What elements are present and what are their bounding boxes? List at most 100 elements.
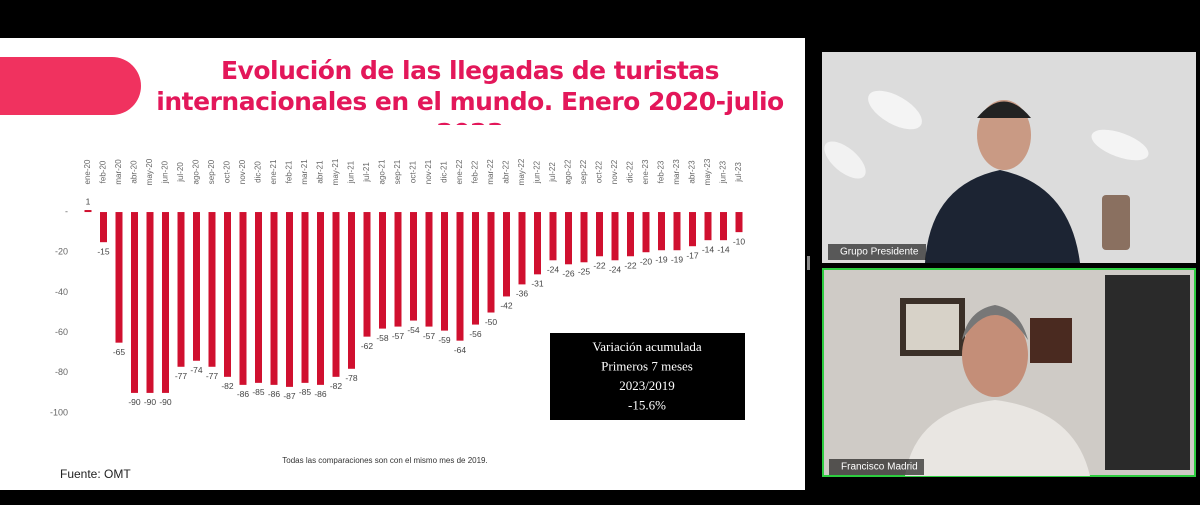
x-tick-label: ene-23 (641, 159, 650, 184)
bar (348, 212, 355, 369)
bar (627, 212, 634, 257)
bar (286, 212, 293, 387)
data-label: -74 (190, 365, 203, 375)
bar (84, 210, 92, 213)
bar (689, 212, 696, 247)
x-tick-label: mar-22 (486, 159, 495, 185)
bar (224, 212, 231, 377)
bar (642, 212, 650, 253)
data-label: -17 (686, 250, 699, 260)
divider-handle (807, 256, 810, 270)
data-label: -57 (423, 331, 436, 341)
data-label: -15 (97, 246, 110, 256)
x-tick-label: dic-22 (626, 161, 635, 183)
data-label: -36 (516, 289, 529, 299)
bar (193, 212, 200, 361)
x-tick-label: ene-21 (269, 159, 278, 184)
data-label: -62 (361, 341, 374, 351)
x-tick-label: jul-21 (362, 162, 371, 183)
x-tick-label: feb-21 (285, 160, 294, 183)
bar (658, 212, 665, 251)
x-tick-label: feb-20 (99, 160, 108, 183)
data-label: 1 (86, 196, 91, 206)
participant-name: Grupo Presidente (840, 247, 919, 258)
data-label: -19 (671, 254, 684, 264)
x-tick-label: sep-20 (207, 159, 216, 184)
data-label: -58 (376, 333, 389, 343)
x-tick-label: ago-20 (192, 159, 201, 184)
bar (363, 212, 371, 337)
data-label: -90 (128, 397, 141, 407)
x-tick-label: mar-20 (114, 159, 123, 185)
x-tick-label: ago-22 (564, 159, 573, 184)
data-label: -90 (159, 397, 172, 407)
x-tick-label: jun-22 (533, 160, 542, 184)
data-label: -10 (733, 236, 746, 246)
bar (518, 212, 526, 285)
annotation-line: -15.6% (628, 397, 666, 412)
bar (425, 212, 433, 327)
bar (317, 212, 324, 385)
data-label: -54 (407, 325, 420, 335)
bar (487, 212, 495, 313)
x-tick-label: sep-21 (393, 159, 402, 184)
data-label: -65 (113, 347, 126, 357)
bar (255, 212, 262, 383)
bar (534, 212, 541, 275)
x-tick-label: jun-20 (161, 160, 170, 184)
x-tick-label: ene-20 (83, 159, 92, 184)
data-label: -24 (547, 265, 560, 275)
bar (720, 212, 727, 241)
x-tick-label: dic-21 (440, 161, 449, 183)
x-tick-label: oct-22 (595, 160, 604, 183)
bar (565, 212, 572, 265)
bar (177, 212, 185, 367)
x-tick-label: oct-21 (409, 160, 418, 183)
data-label: -77 (206, 371, 219, 381)
data-label: -22 (624, 261, 637, 271)
x-tick-label: jun-21 (347, 160, 356, 184)
y-tick-label: -60 (55, 327, 68, 337)
data-label: -86 (268, 389, 281, 399)
video-tile: Francisco Madrid (822, 268, 1196, 477)
bar (146, 212, 154, 393)
x-tick-label: oct-20 (223, 160, 232, 183)
bar (673, 212, 681, 251)
x-tick-label: abr-20 (130, 160, 139, 184)
x-tick-label: dic-20 (254, 161, 263, 183)
data-label: -31 (531, 279, 544, 289)
x-tick-label: jul-22 (548, 162, 557, 183)
x-tick-label: nov-21 (424, 159, 433, 184)
title-box: Evolución de las llegadas de turistas in… (156, 56, 784, 125)
data-label: -50 (485, 317, 498, 327)
participant-name: Francisco Madrid (841, 462, 918, 473)
data-label: -56 (469, 329, 482, 339)
y-tick-label: - (65, 206, 68, 216)
bar (704, 212, 712, 241)
data-label: -77 (175, 371, 188, 381)
data-label: -85 (252, 387, 265, 397)
bar (735, 212, 743, 233)
x-tick-label: abr-22 (502, 160, 511, 184)
bar (472, 212, 479, 325)
data-label: -42 (500, 301, 513, 311)
data-label: -87 (283, 391, 296, 401)
bar (100, 212, 107, 243)
bar (208, 212, 216, 367)
bar (611, 212, 619, 261)
data-label: -24 (609, 265, 622, 275)
slide-tab (0, 57, 141, 115)
bar (115, 212, 123, 343)
annotation-line: Primeros 7 meses (601, 358, 693, 373)
annotation-line: Variación acumulada (592, 339, 702, 354)
bar (456, 212, 464, 341)
x-tick-label: jul-20 (176, 162, 185, 183)
x-tick-label: may-21 (331, 158, 340, 185)
data-label: -64 (454, 345, 467, 355)
bar (394, 212, 402, 327)
data-label: -59 (438, 335, 451, 345)
data-label: -82 (330, 381, 343, 391)
data-label: -22 (593, 261, 606, 271)
x-tick-label: mar-21 (300, 159, 309, 185)
